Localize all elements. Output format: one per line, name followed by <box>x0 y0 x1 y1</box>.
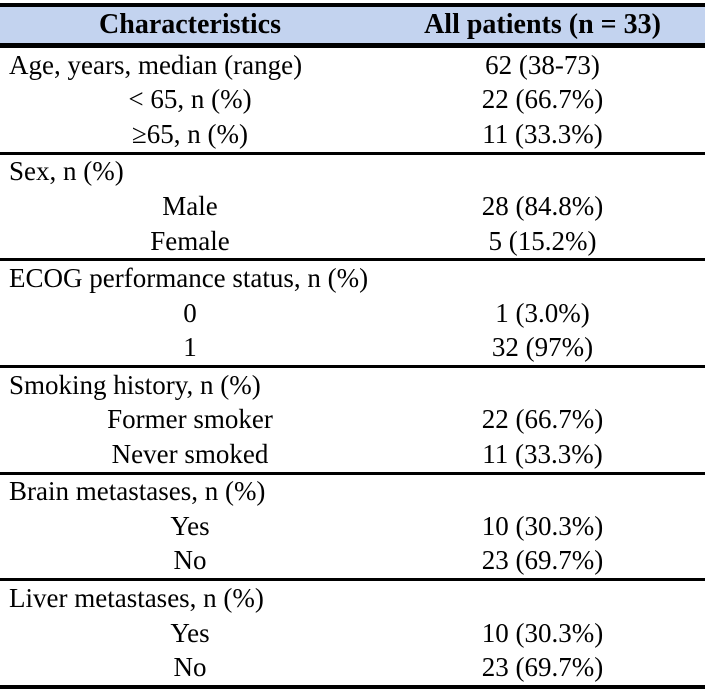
row-value: 10 (30.3%) <box>481 617 604 648</box>
row-label: < 65, n (%) <box>128 84 252 115</box>
table-row: Smoking history, n (%) <box>0 368 705 403</box>
row-value: 5 (15.2%) <box>488 225 597 256</box>
table-row: Brain metastases, n (%) <box>0 475 705 510</box>
row-label: No <box>173 652 207 683</box>
table-row: 1 32 (97%) <box>0 330 705 365</box>
row-value: 32 (97%) <box>491 332 594 363</box>
row-label: Yes <box>170 617 210 648</box>
row-value: 10 (30.3%) <box>481 510 604 541</box>
table-row: Yes 10 (30.3%) <box>0 509 705 544</box>
row-value: 11 (33.3%) <box>482 438 603 469</box>
table-row: ≥65, n (%) 11 (33.3%) <box>0 117 705 152</box>
row-value: 22 (66.7%) <box>481 404 604 435</box>
row-label: Never smoked <box>111 438 269 469</box>
table-section: ECOG performance status, n (%) 0 1 (3.0%… <box>0 258 705 365</box>
table-section: Smoking history, n (%) Former smoker 22 … <box>0 364 705 472</box>
characteristics-table: Characteristics All patients (n = 33) Ag… <box>0 3 705 689</box>
row-label: 1 <box>183 332 197 363</box>
table-row: Male 28 (84.8%) <box>0 189 705 224</box>
table-row: Liver metastases, n (%) <box>0 581 705 616</box>
row-value: 23 (69.7%) <box>481 652 604 683</box>
row-label: Liver metastases, n (%) <box>9 582 264 613</box>
row-value: 23 (69.7%) <box>481 545 604 576</box>
row-label: Former smoker <box>107 404 273 435</box>
row-value: 1 (3.0%) <box>495 297 590 328</box>
row-value: 11 (33.3%) <box>482 118 603 149</box>
row-label: Yes <box>170 510 210 541</box>
row-label: Male <box>162 190 218 221</box>
table-section: Brain metastases, n (%) Yes 10 (30.3%) N… <box>0 471 705 579</box>
row-value: 28 (84.8%) <box>481 190 604 221</box>
row-label: Age, years, median (range) <box>9 49 303 80</box>
table-body: Age, years, median (range) 62 (38-73) < … <box>0 48 705 685</box>
table-section: Liver metastases, n (%) Yes 10 (30.3%) N… <box>0 578 705 685</box>
table-row: Female 5 (15.2%) <box>0 224 705 259</box>
table-section: Sex, n (%) Male 28 (84.8%) Female 5 (15.… <box>0 151 705 259</box>
row-label: ≥65, n (%) <box>131 118 249 149</box>
table-row: ECOG performance status, n (%) <box>0 261 705 296</box>
table-row: Sex, n (%) <box>0 155 705 190</box>
table-row: Never smoked 11 (33.3%) <box>0 437 705 472</box>
row-label: ECOG performance status, n (%) <box>9 263 369 294</box>
table-row: 0 1 (3.0%) <box>0 296 705 331</box>
table-row: No 23 (69.7%) <box>0 544 705 579</box>
table-row: Yes 10 (30.3%) <box>0 616 705 651</box>
table-row: No 23 (69.7%) <box>0 650 705 685</box>
row-label: Smoking history, n (%) <box>9 369 261 400</box>
row-value: 22 (66.7%) <box>481 84 604 115</box>
table-row: Former smoker 22 (66.7%) <box>0 402 705 437</box>
table-section: Age, years, median (range) 62 (38-73) < … <box>0 48 705 152</box>
header-all-patients-cell: All patients (n = 33) <box>424 9 661 40</box>
table-row: < 65, n (%) 22 (66.7%) <box>0 83 705 118</box>
row-label: 0 <box>183 297 197 328</box>
table-header-row: Characteristics All patients (n = 33) <box>0 7 705 48</box>
header-characteristics-cell: Characteristics <box>99 9 281 40</box>
row-label: No <box>173 545 207 576</box>
row-label: Female <box>150 225 230 256</box>
row-label: Sex, n (%) <box>9 156 124 187</box>
row-label: Brain metastases, n (%) <box>9 476 266 507</box>
table-row: Age, years, median (range) 62 (38-73) <box>0 48 705 83</box>
row-value: 62 (38-73) <box>485 49 600 80</box>
